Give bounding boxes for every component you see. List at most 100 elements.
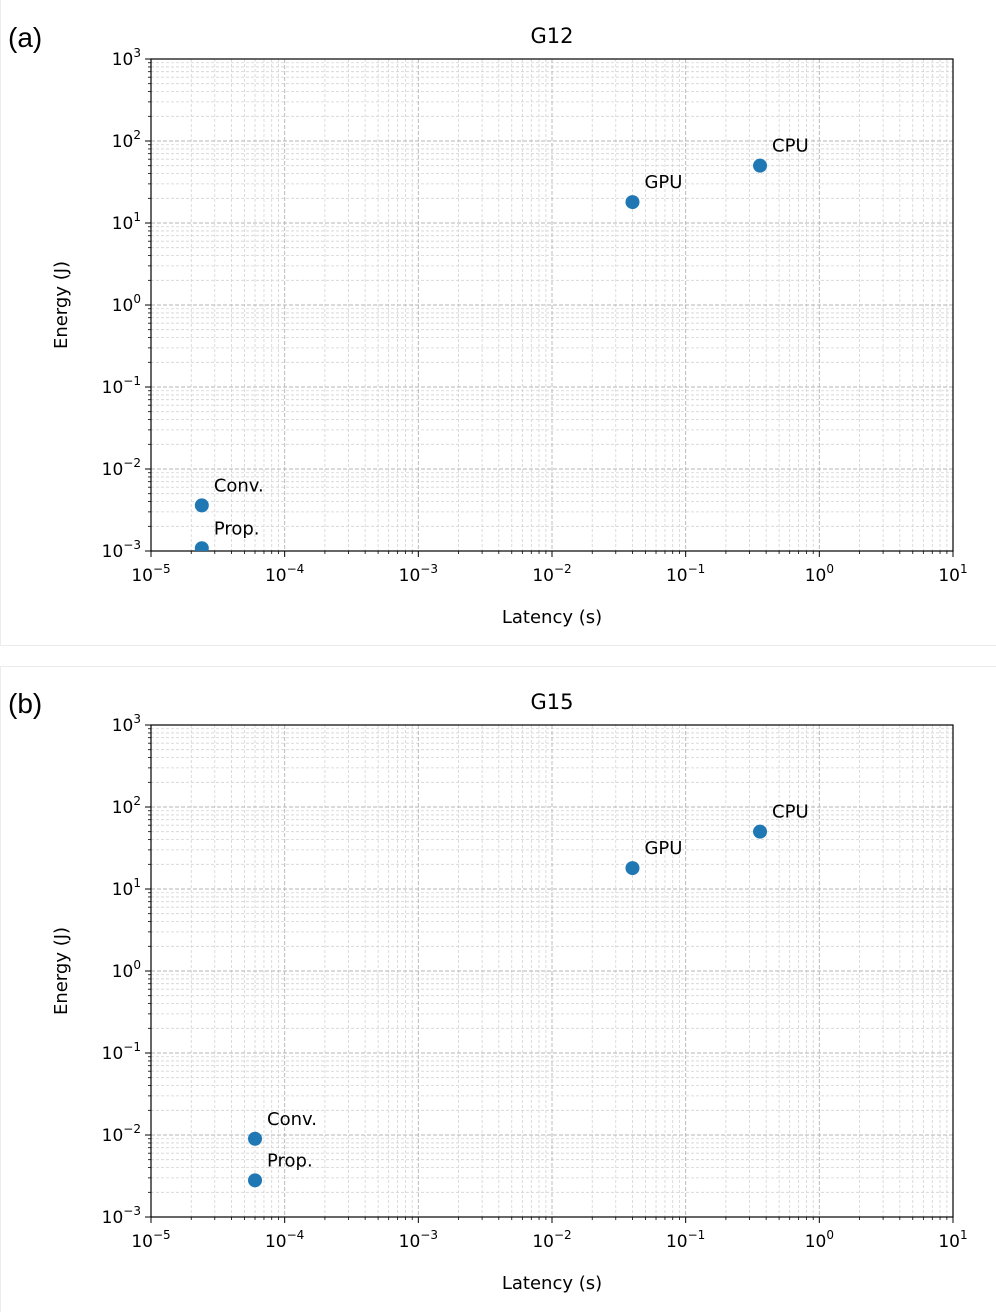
y-tick-label-base: 10 — [112, 50, 134, 70]
y-tick-label-exponent: −2 — [123, 456, 141, 470]
x-tick-label: 10−1 — [666, 1228, 705, 1252]
x-tick-label-exponent: −2 — [554, 562, 572, 576]
x-axis-label: Latency (s) — [502, 1273, 602, 1294]
y-tick-label-exponent: −1 — [123, 374, 141, 388]
y-tick-label-exponent: −3 — [123, 538, 141, 552]
data-point-gpu — [625, 195, 640, 210]
grid-lines — [150, 58, 954, 552]
x-tick-label-exponent: 1 — [960, 1228, 968, 1242]
y-tick-label-exponent: 3 — [133, 46, 141, 60]
point-labels: Conv. Prop. GPU CPU — [267, 802, 809, 1172]
x-tick-label-exponent: −4 — [287, 562, 305, 576]
y-tick-label-exponent: −3 — [123, 1204, 141, 1218]
y-tick-label: 10−3 — [102, 538, 141, 562]
y-tick-label-exponent: −2 — [123, 1122, 141, 1136]
point-label: GPU — [644, 838, 682, 859]
point-label: CPU — [772, 802, 809, 823]
x-tick-label-base: 10 — [399, 1232, 421, 1252]
x-tick-label-exponent: −2 — [554, 1228, 572, 1242]
x-tick-label: 10−2 — [532, 562, 571, 586]
y-tick-label-exponent: 0 — [133, 292, 141, 306]
y-tick-label: 100 — [112, 958, 141, 982]
x-tick-label: 10−2 — [532, 1228, 571, 1252]
y-tick-label-base: 10 — [112, 716, 134, 736]
x-tick-label-exponent: 0 — [826, 1228, 834, 1242]
y-tick-label-exponent: −1 — [123, 1040, 141, 1054]
data-point-gpu — [625, 861, 640, 876]
y-tick-label-exponent: 3 — [133, 712, 141, 726]
x-tick-label-base: 10 — [265, 566, 287, 586]
chart-title: G15 — [531, 690, 574, 714]
y-tick-label-base: 10 — [112, 132, 134, 152]
y-tick-label-base: 10 — [112, 962, 134, 982]
x-tick-label-base: 10 — [131, 566, 153, 586]
panel-border-top — [0, 666, 996, 667]
y-tick-label-base: 10 — [102, 1044, 124, 1064]
x-tick-label-base: 10 — [265, 1232, 287, 1252]
panel-border-left — [0, 666, 1, 1312]
y-tick-label: 102 — [112, 794, 141, 818]
y-tick-label-base: 10 — [112, 214, 134, 234]
y-tick-label: 101 — [112, 210, 141, 234]
x-tick-label-exponent: −3 — [420, 1228, 438, 1242]
y-tick-label: 100 — [112, 292, 141, 316]
x-tick-label: 101 — [938, 1228, 967, 1252]
y-tick-label-base: 10 — [102, 460, 124, 480]
y-tick-label-base: 10 — [102, 1208, 124, 1228]
y-tick-label: 10−3 — [102, 1204, 141, 1228]
data-point-cpu — [753, 158, 768, 173]
y-tick-label: 103 — [112, 46, 141, 70]
y-tick-label-base: 10 — [102, 542, 124, 562]
panel-label: (b) — [8, 688, 43, 719]
y-axis-label: Energy (J) — [51, 927, 72, 1015]
axis-ticks: 10−5 10−4 10−3 10−2 10−1 100 10110−310−210−110… — [102, 712, 968, 1252]
y-tick-label-base: 10 — [102, 1126, 124, 1146]
x-tick-label-exponent: 0 — [826, 562, 834, 576]
axis-ticks: 10−5 10−4 10−3 10−2 10−1 100 10110−310−210−110… — [102, 46, 968, 586]
y-tick-label-exponent: 2 — [133, 128, 141, 142]
data-point-prop — [194, 541, 209, 551]
point-label: Conv. — [214, 475, 264, 496]
data-point-cpu — [753, 824, 768, 839]
y-tick-label: 10−2 — [102, 1122, 141, 1146]
x-tick-label: 100 — [805, 1228, 834, 1252]
x-tick-label-base: 10 — [938, 566, 960, 586]
y-tick-label-base: 10 — [112, 798, 134, 818]
x-tick-label: 10−5 — [131, 1228, 170, 1252]
x-tick-label: 101 — [938, 562, 967, 586]
point-label: GPU — [644, 172, 682, 193]
point-labels: Conv. Prop. GPU CPU — [214, 136, 809, 540]
x-tick-label-base: 10 — [532, 1232, 554, 1252]
x-tick-label: 10−3 — [399, 562, 438, 586]
x-tick-label-exponent: −5 — [153, 562, 171, 576]
chart-panel-b: (b) 10−5 10−4 10−3 10−2 10−1 100 101 10−3 10−2 10… — [0, 666, 996, 1312]
x-tick-label-base: 10 — [666, 566, 688, 586]
y-tick-label-exponent: 0 — [133, 958, 141, 972]
y-tick-label: 10−1 — [102, 374, 141, 398]
y-tick-label-base: 10 — [112, 296, 134, 316]
point-label: Conv. — [267, 1109, 317, 1130]
y-tick-label: 101 — [112, 876, 141, 900]
x-tick-label-exponent: −1 — [688, 562, 706, 576]
x-tick-label-base: 10 — [532, 566, 554, 586]
x-tick-label: 100 — [805, 562, 834, 586]
x-tick-label-base: 10 — [938, 1232, 960, 1252]
x-tick-label-exponent: −4 — [287, 1228, 305, 1242]
y-tick-label: 10−1 — [102, 1040, 141, 1064]
x-axis-label: Latency (s) — [502, 607, 602, 628]
panel-label: (a) — [8, 22, 43, 53]
y-tick-label: 10−2 — [102, 456, 141, 480]
x-tick-label: 10−5 — [131, 562, 170, 586]
panel-border-left — [0, 0, 1, 646]
x-tick-label: 10−4 — [265, 562, 304, 586]
x-tick-label-base: 10 — [399, 566, 421, 586]
data-points — [248, 824, 768, 1188]
data-points — [194, 158, 768, 551]
point-label: Prop. — [214, 518, 260, 539]
x-tick-label: 10−3 — [399, 1228, 438, 1252]
chart-panel-a: (a) 10−5 10−4 10−3 10−2 10−1 100 101 10−3 10−2 10… — [0, 0, 996, 646]
scatter-plot-g12: 10−5 10−4 10−3 10−2 10−1 100 10110−310−210−110… — [51, 24, 968, 628]
data-point-conv — [248, 1131, 263, 1146]
x-tick-label-base: 10 — [666, 1232, 688, 1252]
y-tick-label: 102 — [112, 128, 141, 152]
